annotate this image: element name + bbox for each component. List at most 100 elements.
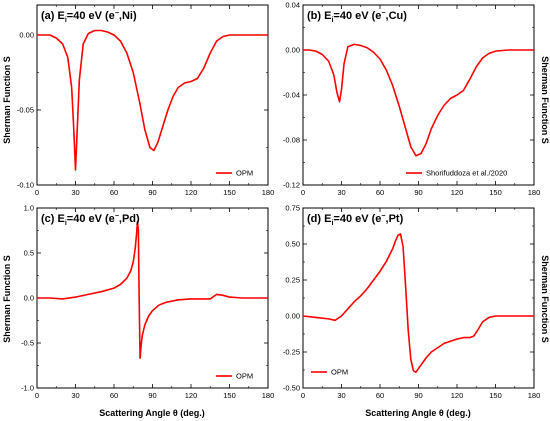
x-tick-label: 150 <box>223 391 236 400</box>
y-tick-label: 0.0 <box>24 294 34 303</box>
panel-label: (a) <box>41 10 58 22</box>
x-tick-label: 60 <box>376 391 384 400</box>
legend-label: OPM <box>236 372 253 381</box>
ticks: 0 30 60 90 120 150 180 0.04 0.00 -0.04 -0.08 -0.12 <box>283 1 540 198</box>
title-subscript: i <box>65 17 67 24</box>
x-tick-label: 90 <box>414 391 422 400</box>
x-tick-label: 180 <box>262 391 275 400</box>
y-tick-label: -0.50 <box>283 384 300 393</box>
panel-b: 0 30 60 90 120 150 180 0.04 0.00 -0.04 -0.08 -0.12 (… <box>283 1 540 198</box>
title-superscript: − <box>115 10 119 17</box>
plot-frame <box>302 207 535 389</box>
title-superscript: − <box>381 213 385 220</box>
y-axis-title-bottom-right: Sherman Function S <box>540 255 550 343</box>
panel-title: (d) Ei=40 eV (e−,Pt) <box>307 213 404 227</box>
x-axis-title-left: Scattering Angle θ (deg.) <box>99 408 205 418</box>
x-tick-label: 150 <box>223 188 236 197</box>
series-line <box>37 29 268 171</box>
x-tick-label: 0 <box>35 391 39 400</box>
y-tick-label: 0.00 <box>285 312 300 321</box>
legend-label: Shorifuddoza et al./2020 <box>426 169 507 178</box>
y-tick-label: 0.5 <box>24 249 34 258</box>
title-main: E <box>324 213 331 225</box>
title-subscript: i <box>331 220 333 227</box>
y-tick-label: -0.10 <box>17 181 34 190</box>
title-rest: =40 eV (e <box>67 10 115 22</box>
x-tick-label: 30 <box>337 391 345 400</box>
title-rest: =40 eV (e <box>333 213 381 225</box>
title-superscript: − <box>115 213 119 220</box>
y-tick-label: 1.0 <box>24 204 34 213</box>
title-rest: =40 eV (e <box>333 10 381 22</box>
panel-title: (b) Ei=40 eV (e−,Cu) <box>307 10 407 24</box>
legend: OPM <box>216 169 253 178</box>
x-tick-label: 180 <box>528 391 541 400</box>
title-main: E <box>324 10 331 22</box>
x-tick-label: 60 <box>376 188 384 197</box>
y-tick-label: -0.5 <box>21 339 34 348</box>
title-subscript: i <box>331 17 333 24</box>
panel-title: (a) Ei=40 eV (e−,Ni) <box>41 10 137 24</box>
x-tick-label: 60 <box>110 188 118 197</box>
x-axis-title-right: Scattering Angle θ (deg.) <box>365 408 471 418</box>
y-tick-label: 0.25 <box>285 276 300 285</box>
ticks: 0 30 60 90 120 150 180 0.00 -0.05 -0.10 <box>17 5 274 197</box>
ticks: 0 30 60 90 120 150 180 0.75 0.50 0.25 0.00 -0.25 -0.… <box>283 204 540 401</box>
y-axis-title-top-left: Sherman Function S <box>2 56 12 144</box>
panel-a: 0 30 60 90 120 150 180 0.00 -0.05 -0.10 (a) Ei=40 … <box>17 4 274 197</box>
y-tick-label: -0.25 <box>283 348 300 357</box>
y-tick-label: -1.0 <box>21 384 34 393</box>
x-tick-label: 60 <box>110 391 118 400</box>
panel-label: (c) <box>41 213 58 225</box>
x-tick-label: 30 <box>71 188 79 197</box>
panel-label: (d) <box>307 213 324 225</box>
title-end: ,Pd) <box>119 213 140 225</box>
panel-title: (c) Ei=40 eV (e−,Pd) <box>41 213 140 227</box>
title-subscript: i <box>65 220 67 227</box>
title-main: E <box>58 10 65 22</box>
x-tick-label: 150 <box>489 188 502 197</box>
title-end: ,Ni) <box>119 10 137 22</box>
y-axis-title-top-right: Sherman Function S <box>540 56 550 144</box>
x-tick-label: 120 <box>185 188 198 197</box>
legend: OPM <box>311 368 348 377</box>
x-tick-label: 120 <box>185 391 198 400</box>
x-tick-label: 90 <box>148 188 156 197</box>
x-tick-label: 90 <box>414 188 422 197</box>
y-tick-label: -0.05 <box>17 106 34 115</box>
y-tick-label: -0.08 <box>283 136 300 145</box>
x-tick-label: 120 <box>451 391 464 400</box>
y-tick-label: 0.00 <box>19 31 34 40</box>
x-tick-label: 90 <box>148 391 156 400</box>
panel-d: 0 30 60 90 120 150 180 0.75 0.50 0.25 0.00 -0.25 -0.… <box>283 204 540 401</box>
x-tick-label: 120 <box>451 188 464 197</box>
y-tick-label: -0.12 <box>283 181 300 190</box>
y-tick-label: -0.04 <box>283 91 300 100</box>
series-line <box>37 220 268 360</box>
panel-c: 0 30 60 90 120 150 180 1.0 0.5 0.0 -0.5 -1.0 (c) Ei=… <box>21 204 274 401</box>
x-tick-label: 0 <box>301 188 305 197</box>
title-superscript: − <box>381 10 385 17</box>
y-tick-label: 0.04 <box>285 1 300 10</box>
title-main: E <box>58 213 65 225</box>
legend: OPM <box>216 372 253 381</box>
y-tick-label: 0.50 <box>285 240 300 249</box>
y-tick-label: 0.00 <box>285 46 300 55</box>
x-tick-label: 150 <box>489 391 502 400</box>
x-tick-label: 0 <box>301 391 305 400</box>
x-tick-label: 180 <box>528 188 541 197</box>
x-tick-label: 30 <box>337 188 345 197</box>
x-tick-label: 180 <box>262 188 275 197</box>
legend: Shorifuddoza et al./2020 <box>406 169 507 178</box>
title-end: ,Cu) <box>386 10 408 22</box>
series-line <box>303 43 534 157</box>
ticks: 0 30 60 90 120 150 180 1.0 0.5 0.0 -0.5 -1.0 <box>21 204 274 401</box>
panel-label: (b) <box>307 10 324 22</box>
x-tick-label: 0 <box>35 188 39 197</box>
y-tick-label: 0.75 <box>285 204 300 213</box>
legend-label: OPM <box>331 368 348 377</box>
x-tick-label: 30 <box>71 391 79 400</box>
legend-label: OPM <box>236 169 253 178</box>
y-axis-title-bottom-left: Sherman Function S <box>2 255 12 343</box>
